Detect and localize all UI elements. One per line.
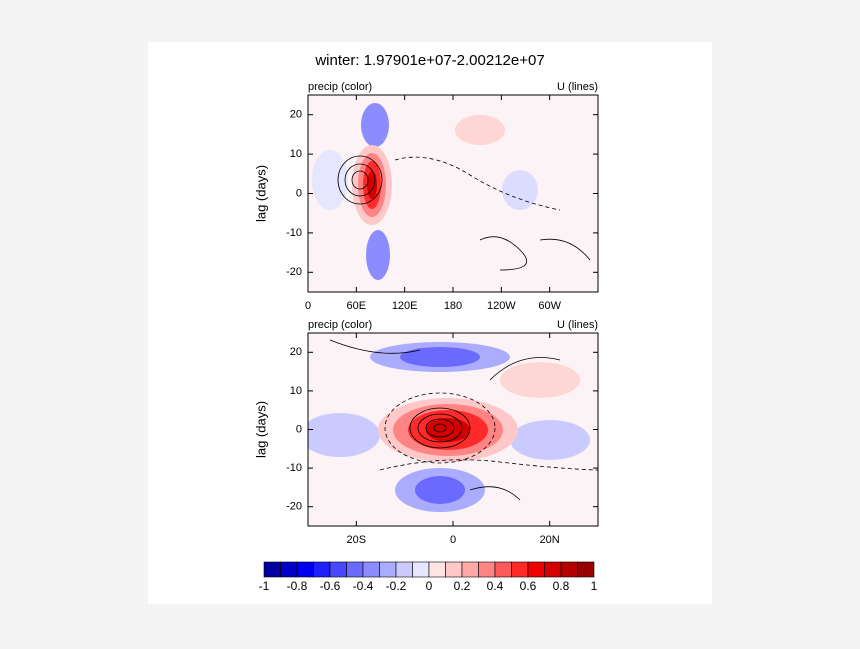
x-tick-label: 120W: [487, 300, 516, 312]
color-box: [428, 561, 446, 578]
color-box: [494, 561, 512, 578]
x-tick-label: 20S: [347, 534, 367, 546]
color-box: [478, 561, 496, 578]
y-tick-label: -10: [286, 227, 302, 239]
y-tick-label: 10: [290, 148, 302, 160]
color-box: [544, 561, 562, 578]
field-2: [308, 333, 598, 526]
colorbar-tick-label: 0: [426, 579, 433, 593]
field-1: [308, 95, 598, 292]
y-tick-label: 10: [290, 385, 302, 397]
y-tick-label: 0: [296, 187, 302, 199]
color-box: [527, 561, 545, 578]
colorbar-tick-label: 0.2: [454, 579, 471, 593]
right-label: U (lines): [557, 319, 598, 331]
x-tick-label: 0: [450, 534, 456, 546]
color-box: [461, 561, 479, 578]
y-axis-label: lag (days): [253, 165, 268, 222]
color-box: [346, 561, 364, 578]
color-box: [577, 561, 595, 578]
y-tick-label: 20: [290, 109, 302, 121]
right-label: U (lines): [557, 81, 598, 93]
y-tick-label: -20: [286, 266, 302, 278]
left-label: precip (color): [308, 81, 372, 93]
y-tick-label: -20: [286, 501, 302, 513]
color-box: [445, 561, 463, 578]
colorbar-tick-label: 1: [591, 579, 598, 593]
color-box: [511, 561, 529, 578]
color-box: [379, 561, 397, 578]
colorbar-tick-label: 0.4: [487, 579, 504, 593]
color-box: [412, 561, 430, 578]
y-tick-label: 0: [296, 423, 302, 435]
color-box: [263, 561, 281, 578]
x-tick-label: 0: [305, 300, 311, 312]
left-label: precip (color): [308, 319, 372, 331]
y-tick-label: -10: [286, 462, 302, 474]
title: winter: 1.97901e+07-2.00212e+07: [314, 52, 544, 69]
colorbar-tick-label: -0.2: [386, 579, 407, 593]
colorbar-tick-label: -1: [259, 579, 270, 593]
y-axis-label: lag (days): [253, 401, 268, 458]
x-tick-label: 180: [444, 300, 462, 312]
x-tick-label: 120E: [392, 300, 418, 312]
color-box: [560, 561, 578, 578]
x-tick-label: 20N: [540, 534, 560, 546]
y-tick-label: 20: [290, 346, 302, 358]
color-box: [362, 561, 380, 578]
colorbar-tick-label: -0.4: [353, 579, 374, 593]
color-box: [395, 561, 413, 578]
colorbar-tick-label: -0.6: [320, 579, 341, 593]
color-box: [296, 561, 314, 578]
x-tick-label: 60W: [538, 300, 561, 312]
colorbar-tick-label: -0.8: [287, 579, 308, 593]
x-tick-label: 60E: [347, 300, 367, 312]
colorbar-tick-label: 0.8: [553, 579, 570, 593]
color-box: [313, 561, 331, 578]
color-box: [329, 561, 347, 578]
color-box: [280, 561, 298, 578]
colorbar-tick-label: 0.6: [520, 579, 537, 593]
